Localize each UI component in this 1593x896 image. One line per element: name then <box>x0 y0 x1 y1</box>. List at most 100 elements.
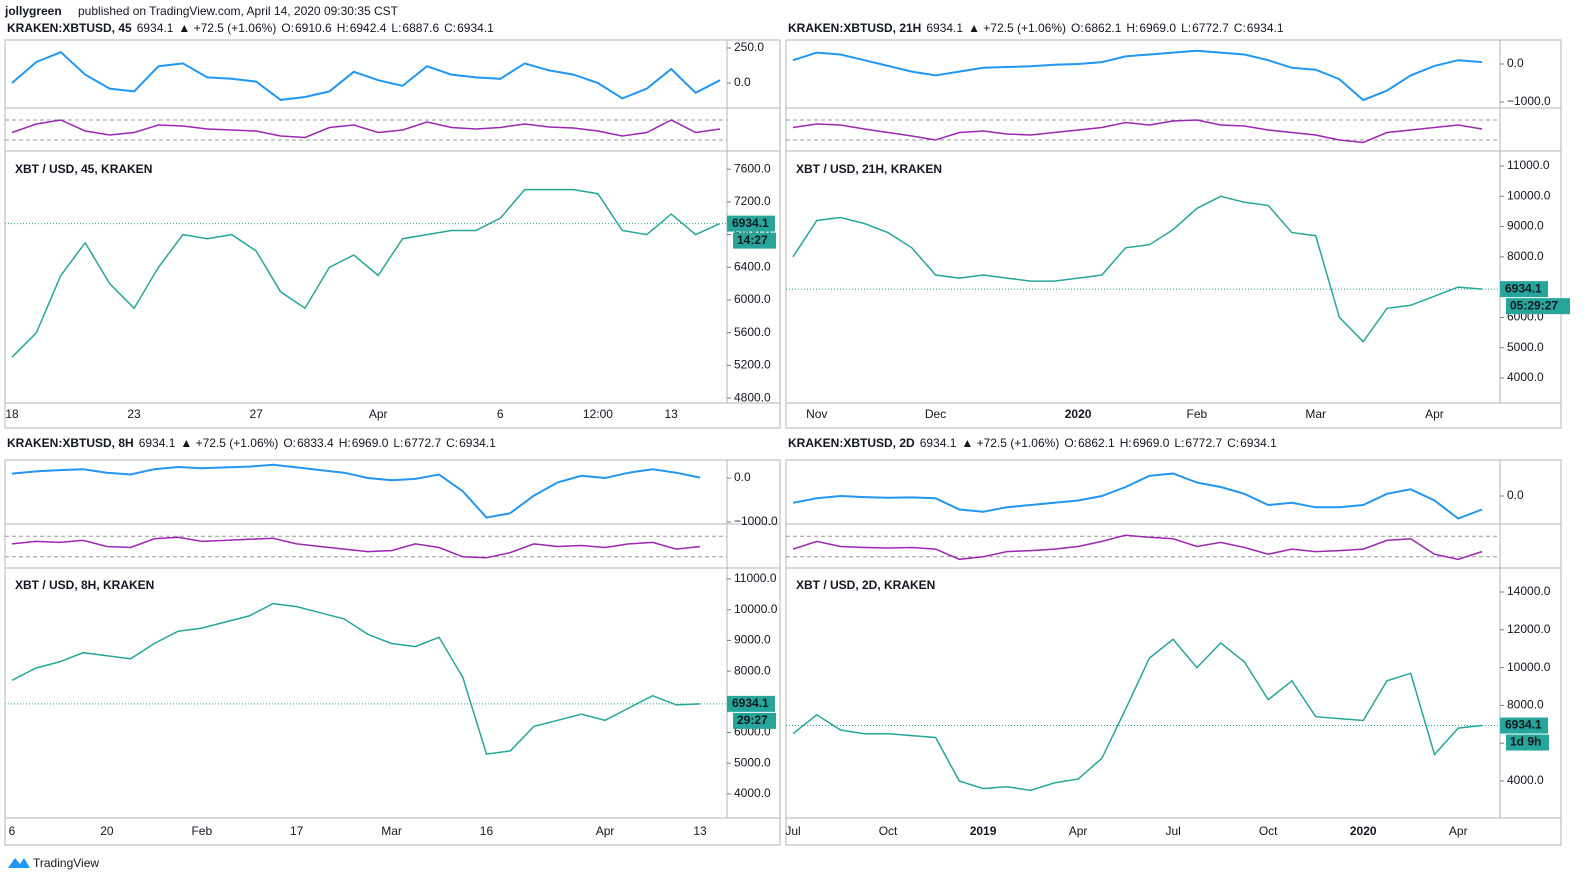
ohlc-value: 6862.1 <box>1085 21 1122 35</box>
y-tick-label: 10000.0 <box>734 602 778 616</box>
x-tick-label: 2020 <box>1350 824 1377 838</box>
x-tick-label: Oct <box>879 824 898 838</box>
ohlc-label: L: <box>1174 436 1184 450</box>
ohlc-value: 6772.7 <box>404 436 441 450</box>
y-tick-label: 10000.0 <box>1507 188 1551 202</box>
y-tick-label: 4800.0 <box>734 390 771 404</box>
last-price-label: 6934.1 <box>732 696 769 710</box>
legend-last: 6934.1 <box>926 21 963 35</box>
y-tick-label: 5000.0 <box>734 755 771 769</box>
legend-change: ▲ +72.5 (+1.06%) <box>961 436 1059 450</box>
ohlc-value: 6969.0 <box>1133 436 1170 450</box>
countdown-box <box>1506 734 1549 751</box>
legend-last: 6934.1 <box>920 436 957 450</box>
x-tick-label: Apr <box>596 824 615 838</box>
ohlc-value: 6772.7 <box>1185 436 1222 450</box>
macd-tick-label: 250.0 <box>734 40 764 54</box>
x-tick-label: Apr <box>369 407 388 421</box>
chart-frame <box>4 39 781 429</box>
macd-tick-label: 0.0 <box>734 470 751 484</box>
x-tick-label: 6 <box>9 824 16 838</box>
countdown: 1d 9h <box>1510 735 1541 749</box>
ohlc-value: 6934.1 <box>1247 21 1284 35</box>
x-tick-label: Jul <box>785 824 800 838</box>
x-tick-label: 6 <box>497 407 504 421</box>
chart-title: XBT / USD, 2D, KRAKEN <box>796 578 935 592</box>
y-tick-label: 9000.0 <box>1507 219 1544 233</box>
legend-change: ▲ +72.5 (+1.06%) <box>968 21 1066 35</box>
ohlc-value: 6862.1 <box>1078 436 1115 450</box>
symbol: KRAKEN:XBTUSD, 2D <box>788 436 915 450</box>
ohlc-label: O: <box>283 436 296 450</box>
last-price-label: 6934.1 <box>1505 281 1542 295</box>
x-tick-label: 13 <box>664 407 678 421</box>
price-line <box>11 188 721 358</box>
x-tick-label: Apr <box>1069 824 1088 838</box>
countdown: 29:27 <box>737 713 768 727</box>
price-line <box>11 602 701 755</box>
y-tick-label: 5200.0 <box>734 358 771 372</box>
last-price-box <box>1500 717 1548 734</box>
chart-title: XBT / USD, 21H, KRAKEN <box>796 162 942 176</box>
ohlc-label: C: <box>446 436 458 450</box>
price-line <box>792 195 1483 343</box>
countdown: 05:29:27 <box>1510 298 1558 312</box>
macd-line <box>792 472 1483 520</box>
x-tick-label: Jul <box>1165 824 1180 838</box>
y-tick-label: 6000.0 <box>734 292 771 306</box>
ohlc-label: H: <box>339 436 351 450</box>
ohlc-value: 6969.0 <box>352 436 389 450</box>
symbol: KRAKEN:XBTUSD, 8H <box>7 436 134 450</box>
chart-frame <box>785 459 1562 846</box>
rsi-line <box>792 534 1483 561</box>
y-tick-label: 8000.0 <box>1507 249 1544 263</box>
countdown-box <box>1506 298 1570 315</box>
price-line <box>792 638 1483 792</box>
ohlc-label: O: <box>281 21 294 35</box>
chart-title: XBT / USD, 8H, KRAKEN <box>15 578 154 592</box>
y-tick-label: 10000.0 <box>1507 660 1551 674</box>
rsi-line <box>11 536 701 559</box>
symbol: KRAKEN:XBTUSD, 45 <box>7 21 132 35</box>
y-tick-label: 11000.0 <box>734 571 777 585</box>
ohlc-label: L: <box>391 21 401 35</box>
macd-line <box>792 49 1483 102</box>
y-tick-label: 7600.0 <box>734 161 771 175</box>
ohlc-label: O: <box>1064 436 1077 450</box>
macd-tick-label: 0.0 <box>1507 56 1524 70</box>
x-tick-label: Mar <box>1305 407 1326 421</box>
ohlc-value: 6887.6 <box>402 21 439 35</box>
countdown-box <box>733 712 776 729</box>
y-tick-label: 5000.0 <box>1507 340 1544 354</box>
legend-last: 6934.1 <box>137 21 174 35</box>
x-tick-label: Mar <box>381 824 402 838</box>
y-tick-label: 11000.0 <box>1507 158 1550 172</box>
ohlc-label: H: <box>1120 436 1132 450</box>
x-tick-label: 2019 <box>970 824 997 838</box>
chart-title: XBT / USD, 45, KRAKEN <box>15 162 152 176</box>
last-price-label: 6934.1 <box>732 216 769 230</box>
author: jollygreen <box>4 4 62 18</box>
ohlc-label: C: <box>1234 21 1246 35</box>
ohlc-value: 6910.6 <box>295 21 332 35</box>
x-tick-label: 13 <box>693 824 707 838</box>
ohlc-value: 6934.1 <box>1240 436 1277 450</box>
macd-tick-label: −1000.0 <box>1507 94 1551 108</box>
x-tick-label: Apr <box>1449 824 1468 838</box>
last-price-label: 6934.1 <box>1505 718 1542 732</box>
x-tick-label: Nov <box>806 407 827 421</box>
x-tick-label: 27 <box>249 407 263 421</box>
ohlc-label: H: <box>337 21 349 35</box>
y-tick-label: 4000.0 <box>1507 370 1544 384</box>
x-tick-label: Feb <box>191 824 212 838</box>
y-tick-label: 12000.0 <box>1507 622 1551 636</box>
ohlc-value: 6772.7 <box>1192 21 1229 35</box>
y-tick-label: 6400.0 <box>734 259 771 273</box>
brand[interactable]: TradingView <box>33 856 99 870</box>
symbol: KRAKEN:XBTUSD, 21H <box>788 21 921 35</box>
legend-change: ▲ +72.5 (+1.06%) <box>178 21 276 35</box>
rsi-line <box>792 119 1483 144</box>
published: published on TradingView.com, April 14, … <box>78 4 399 18</box>
macd-tick-label: −1000.0 <box>734 514 778 528</box>
